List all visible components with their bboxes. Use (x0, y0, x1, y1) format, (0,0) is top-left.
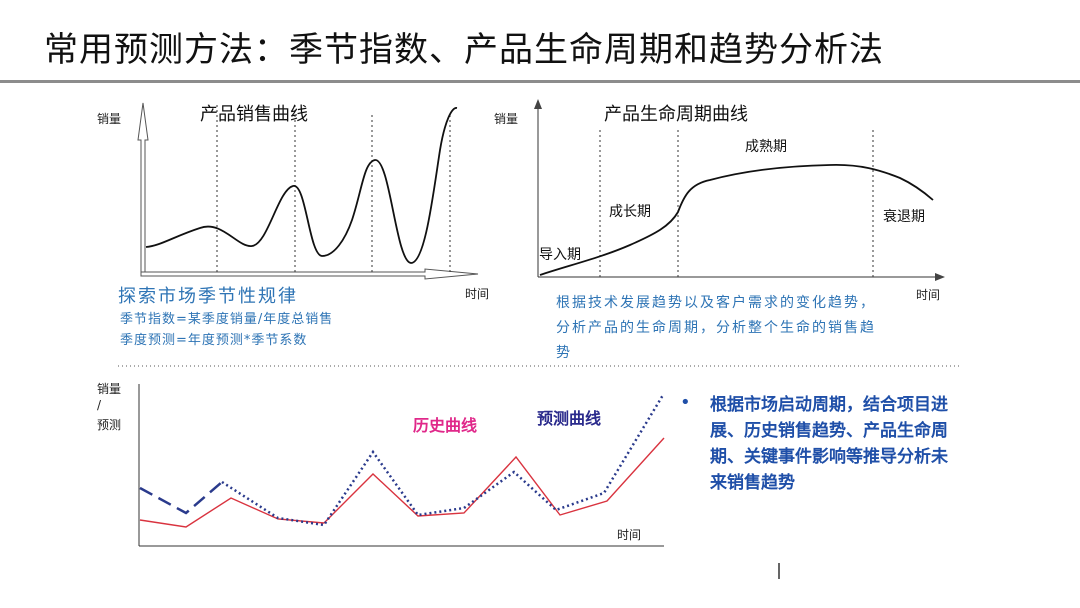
sales-x-label: 时间 (465, 287, 490, 301)
phase-decline: 衰退期 (883, 209, 925, 225)
phase-introduction: 导入期 (539, 247, 581, 263)
trend-y-label-top: 销量 (97, 382, 122, 396)
sales-x-axis (140, 268, 479, 280)
trend-x-label: 时间 (617, 528, 642, 542)
seasonal-index-formula: 季节指数=某季度销量/年度总销售 (120, 312, 334, 327)
lifecycle-chart-title: 产品生命周期曲线 (604, 104, 748, 125)
history-legend-label: 历史曲线 (413, 416, 478, 435)
forecast-legend-label: 预测曲线 (537, 409, 602, 428)
trend-y-label-bottom: 预测 (97, 418, 122, 432)
history-forecast-chart (138, 384, 665, 547)
page-title: 常用预测方法：季节指数、产品生命周期和趋势分析法 (44, 30, 884, 70)
lifecycle-y-label: 销量 (494, 112, 519, 126)
phase-growth: 成长期 (609, 204, 651, 220)
lifecycle-x-label: 时间 (916, 288, 941, 302)
seasonality-heading: 探索市场季节性规律 (118, 286, 298, 307)
lifecycle-chart (534, 99, 945, 281)
phase-maturity: 成熟期 (745, 139, 787, 155)
history-line (139, 437, 665, 528)
sales-y-label: 销量 (97, 112, 122, 126)
sales-chart-title: 产品销售曲线 (200, 104, 308, 125)
lifecycle-curve (539, 164, 934, 276)
lifecycle-description: 根据技术发展趋势以及客户需求的变化趋势，分析产品的生命周期，分析整个生命的销售趋… (556, 295, 876, 361)
analysis-bullet-text: 根据市场启动周期，结合项目进展、历史销售趋势、产品生命周期、关键事件影响等推导分… (710, 395, 948, 493)
sales-curve-chart (137, 102, 479, 280)
trend-y-label-slash: / (97, 398, 102, 412)
title-divider (0, 80, 1080, 83)
forecast-dashed-segment (139, 481, 223, 515)
bullet-dot-icon: • (680, 392, 691, 413)
forecast-line (221, 394, 665, 527)
quarterly-forecast-formula: 季度预测=年度预测*季节系数 (120, 333, 308, 348)
cursor-mark (778, 563, 780, 579)
seasonal-sales-curve (145, 107, 458, 264)
sales-y-axis (137, 102, 149, 273)
